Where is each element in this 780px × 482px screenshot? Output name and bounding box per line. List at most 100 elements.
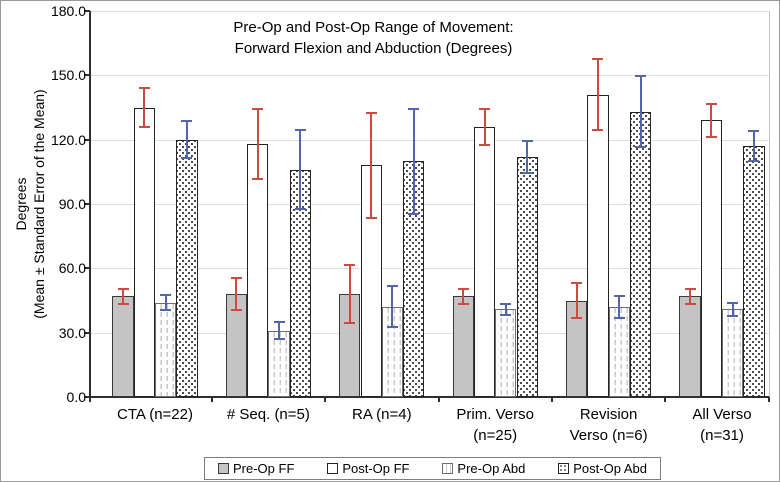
- y-tick: [84, 396, 90, 398]
- x-category-label: RA (n=4): [307, 404, 457, 425]
- error-bar-cap: [684, 287, 696, 290]
- x-category-label-line: (n=25): [473, 427, 518, 444]
- chart-title-line1: Pre-Op and Post-Op Range of Movement:: [233, 19, 514, 36]
- error-bar-cap: [408, 107, 420, 110]
- error-bar-pre-op-ff: [457, 287, 469, 305]
- legend-item: Post-Op FF: [327, 461, 410, 476]
- x-category-label-line: RA (n=4): [351, 406, 412, 423]
- error-bar-cap: [181, 120, 193, 123]
- error-bar-cap: [635, 146, 647, 149]
- error-bar-cap: [252, 107, 264, 110]
- bar-post-op-ff: [587, 94, 609, 397]
- x-category-label: CTA (n=22): [80, 404, 230, 425]
- bar-pre-op-ff: [452, 296, 474, 397]
- error-bar-cap: [592, 129, 604, 132]
- x-tick: [664, 397, 667, 402]
- error-bar-post-op-ff: [479, 107, 491, 147]
- error-bar-line: [689, 287, 692, 305]
- error-bar-cap: [230, 309, 242, 312]
- gridline: [90, 75, 769, 77]
- gridline: [90, 204, 769, 205]
- x-tick: [437, 397, 440, 402]
- y-tick-label: 30.0: [58, 324, 86, 341]
- error-bar-post-op-abd: [748, 130, 760, 163]
- gridline: [90, 332, 769, 334]
- error-bar-cap: [500, 302, 512, 305]
- x-category-label: Revision Verso (n=6): [534, 404, 684, 446]
- error-bar-cap: [748, 160, 760, 163]
- error-bar-cap: [521, 171, 533, 174]
- plot-right-border: [769, 11, 770, 397]
- bar-post-op-abd: [176, 139, 198, 397]
- error-bar-cap: [386, 285, 398, 288]
- error-bar-pre-op-abd: [500, 302, 512, 316]
- error-bar-cap: [365, 217, 377, 219]
- bar-pre-op-ff: [679, 296, 701, 397]
- legend-label: Post-Op Abd: [573, 461, 647, 476]
- chart-title-line2: Forward Flexion and Abduction (Degrees): [234, 40, 513, 57]
- error-bar-post-op-abd: [181, 120, 193, 159]
- x-category-label-line: Revision: [579, 406, 638, 423]
- error-bar-cap: [181, 156, 193, 159]
- error-bar-line: [483, 107, 486, 147]
- y-tick-label: 90.0: [58, 196, 86, 212]
- error-bar-pre-op-ff: [571, 282, 583, 319]
- error-bar-line: [122, 287, 125, 305]
- error-bar-cap: [408, 212, 420, 215]
- error-bar-cap: [571, 282, 583, 285]
- error-bar-pre-op-abd: [613, 295, 625, 319]
- error-bar-pre-op-ff: [117, 287, 129, 305]
- error-bar-cap: [571, 316, 583, 319]
- y-axis-label: Degrees (Mean ± Standard Error of the Me…: [12, 4, 50, 404]
- error-bar-pre-op-ff: [684, 287, 696, 305]
- bar-post-op-ff: [700, 120, 722, 397]
- error-bar-line: [596, 58, 599, 132]
- bar-post-op-ff: [247, 143, 269, 397]
- bar-post-op-abd: [289, 169, 311, 397]
- y-tick-label: 120.0: [50, 131, 86, 148]
- error-bar-line: [412, 107, 415, 215]
- error-bar-cap: [138, 125, 150, 128]
- error-bar-cap: [457, 287, 469, 290]
- y-axis-label-line1: Degrees: [13, 177, 29, 231]
- x-axis-line: [89, 396, 769, 398]
- legend-swatch-post-op-ff: [327, 463, 339, 474]
- y-tick-label: 150.0: [50, 67, 86, 84]
- y-tick: [84, 10, 90, 12]
- error-bar-post-op-ff: [365, 111, 377, 219]
- y-tick: [84, 203, 90, 205]
- error-bar-line: [143, 87, 146, 128]
- error-bar-cap: [727, 314, 739, 317]
- error-bar-cap: [273, 320, 285, 323]
- error-bar-cap: [705, 135, 717, 138]
- error-bar-line: [462, 287, 465, 305]
- x-category-label: All Verso (n=31): [647, 404, 779, 446]
- error-bar-cap: [138, 87, 150, 90]
- error-bar-cap: [613, 295, 625, 298]
- error-bar-cap: [684, 302, 696, 305]
- x-tick: [768, 397, 770, 402]
- y-tick: [84, 267, 90, 270]
- error-bar-cap: [479, 144, 491, 147]
- bar-post-op-ff: [473, 126, 496, 397]
- error-bar-cap: [748, 130, 760, 133]
- error-bar-line: [235, 276, 238, 312]
- error-bar-cap: [479, 107, 491, 110]
- error-bar-line: [256, 107, 259, 181]
- error-bar-cap: [705, 103, 717, 106]
- bar-post-op-ff: [133, 107, 155, 397]
- x-tick: [89, 397, 91, 402]
- bar-pre-op-abd: [608, 306, 630, 397]
- y-tick-label: 0.0: [66, 389, 86, 405]
- chart-title: Pre-Op and Post-Op Range of Movement: Fo…: [101, 17, 646, 59]
- y-tick-label: 60.0: [58, 260, 86, 277]
- gridline: [90, 139, 769, 141]
- y-tick: [84, 138, 90, 141]
- bar-pre-op-ff: [112, 296, 134, 397]
- bar-post-op-abd: [629, 111, 652, 397]
- error-bar-line: [299, 128, 302, 211]
- error-bar-post-op-ff: [592, 58, 604, 132]
- error-bar-post-op-abd: [635, 75, 647, 149]
- bar-post-op-abd: [743, 146, 765, 397]
- error-bar-cap: [386, 326, 398, 329]
